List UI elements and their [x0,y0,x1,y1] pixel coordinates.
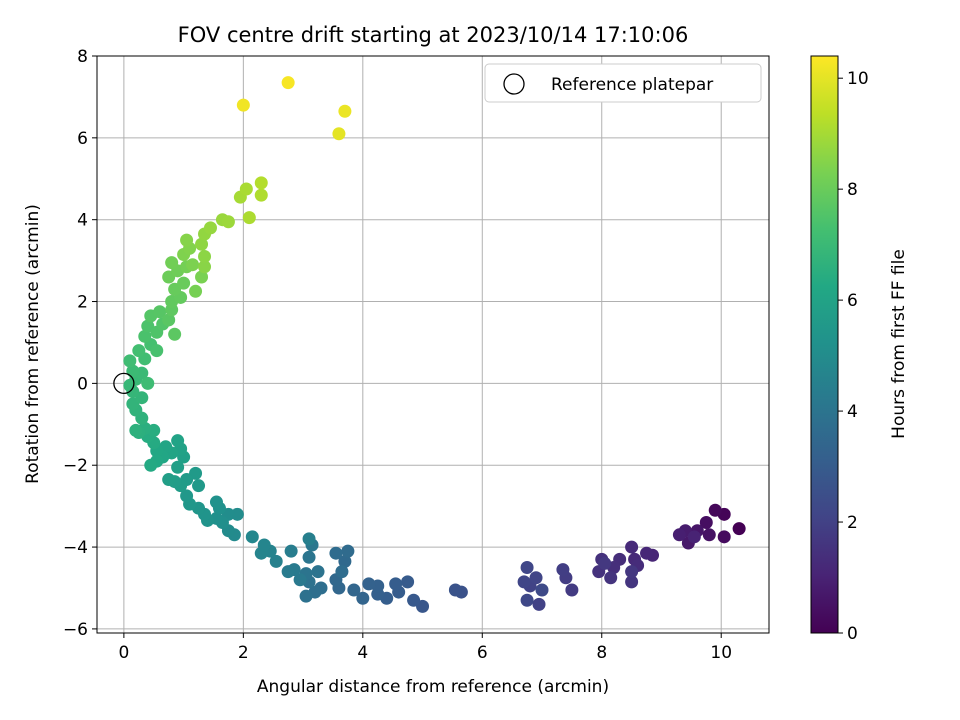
y-tick-label: 4 [77,211,88,231]
scatter-point [565,584,578,597]
scatter-point [521,561,534,574]
scatter-point [141,377,154,390]
scatter-point [168,328,181,341]
colorbar-tick-label: 0 [847,624,858,644]
scatter-point [688,530,701,543]
scatter-point [171,434,184,447]
scatter-point [625,565,638,578]
colorbar-tick-label: 6 [847,291,858,311]
scatter-point [258,539,271,552]
scatter-point [165,256,178,269]
scatter-point [303,532,316,545]
scatter-point [389,577,402,590]
scatter-point [198,250,211,263]
grid-layer [97,56,769,633]
scatter-point [255,176,268,189]
scatter-point [518,575,531,588]
scatter-point [556,563,569,576]
scatter-point [533,598,546,611]
scatter-point [237,99,250,112]
x-tick-label: 4 [357,643,368,663]
legend: Reference platepar [485,64,761,102]
x-tick-label: 10 [710,643,732,663]
scatter-point [255,189,268,202]
colorbar-tick-label: 2 [847,513,858,533]
y-tick-label: −6 [63,620,88,640]
scatter-point [282,76,295,89]
scatter-point [192,479,205,492]
scatter-point [180,234,193,247]
scatter-point [285,545,298,558]
scatter-point [718,530,731,543]
legend-label-reference-platepar: Reference platepar [551,75,713,95]
colorbar-label: Hours from first FF file [889,249,909,439]
x-tick-label: 8 [596,643,607,663]
scatter-point [282,565,295,578]
y-axis-label: Rotation from reference (arcmin) [23,204,43,484]
scatter-point [347,584,360,597]
axes-frame [97,56,769,633]
chart-title: FOV centre drift starting at 2023/10/14 … [178,23,689,47]
y-tick-label: 8 [77,47,88,67]
scatter-point [329,547,342,560]
colorbar-tick-label: 10 [847,69,869,89]
scatter-point [604,571,617,584]
scatter-point [189,285,202,298]
scatter-point [362,577,375,590]
scatter-point [673,528,686,541]
scatter-point [150,344,163,357]
scatter-point [640,547,653,560]
colorbar-tick-label: 4 [847,402,858,422]
y-tick-label: −2 [63,456,88,476]
scatter-point [449,584,462,597]
scatter-point [177,277,190,290]
x-axis-label: Angular distance from reference (arcmin) [257,677,609,697]
x-tick-label: 6 [477,643,488,663]
x-tick-label: 2 [238,643,249,663]
scatter-point [300,590,313,603]
scatter-point [338,105,351,118]
y-tick-label: 2 [77,293,88,313]
scatter-point [598,557,611,570]
colorbar-ticks: 0 2 4 6 8 10 [838,69,869,644]
scatter-point [703,528,716,541]
scatter-point [332,127,345,140]
scatter-point [312,565,325,578]
scatter-point [530,571,543,584]
scatter-point [204,221,217,234]
scatter-point [222,215,235,228]
scatter-point [733,522,746,535]
colorbar: 0 2 4 6 8 10 Hours from first FF file [811,56,909,644]
scatter-point [210,496,223,509]
scatter-point [243,211,256,224]
scatter-point [335,565,348,578]
y-tick-label: −4 [63,538,88,558]
points-layer [114,76,746,613]
scatter-point [240,182,253,195]
y-tick-label: 0 [77,374,88,394]
scatter-point [129,424,142,437]
scatter-point [536,584,549,597]
scatter-point [407,594,420,607]
scatter-point [341,545,354,558]
scatter-point [144,459,157,472]
scatter-point [186,258,199,271]
x-tick-label: 0 [118,643,129,663]
colorbar-tick-label: 8 [847,180,858,200]
y-tick-label: 6 [77,129,88,149]
scatter-point [303,551,316,564]
colorbar-gradient [811,56,838,633]
scatter-point [162,473,175,486]
scatter-point [132,344,145,357]
scatter-point [625,541,638,554]
scatter-point [521,594,534,607]
scatter-point [709,504,722,517]
axes-layer: 0 2 4 6 8 10 −6 −4 −2 0 2 4 6 8 [63,47,769,663]
scatter-point [401,575,414,588]
scatter-point [123,354,136,367]
scatter-point [246,530,259,543]
